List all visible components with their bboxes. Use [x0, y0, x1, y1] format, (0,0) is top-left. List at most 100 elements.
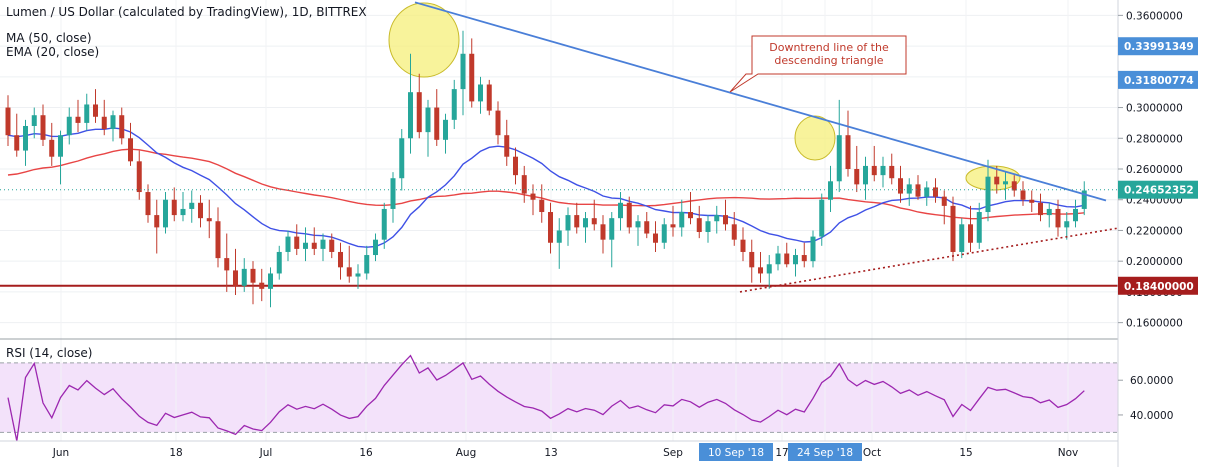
candle [548, 202, 553, 254]
candle-body [976, 212, 982, 243]
candle-body [1073, 208, 1078, 222]
rsi-layer [7, 354, 1085, 442]
candle [364, 245, 370, 280]
candle [49, 122, 55, 166]
candle-body [66, 116, 72, 136]
candle [154, 199, 160, 254]
time-axis-label: Aug [456, 447, 477, 459]
candle-body [871, 165, 877, 176]
candle-body [75, 116, 81, 123]
candle-body [320, 239, 326, 249]
time-axis-highlight [788, 443, 862, 461]
candle-body [250, 268, 256, 283]
candle-body [355, 273, 361, 277]
candle [136, 150, 142, 200]
candle-body [408, 92, 413, 139]
candle-body [434, 107, 440, 140]
candle-body [521, 175, 527, 194]
candle-body [390, 178, 396, 209]
candle [171, 187, 177, 222]
candle-body [731, 224, 737, 240]
candle-body [1064, 221, 1070, 228]
candle [626, 196, 632, 234]
candle [1055, 199, 1061, 237]
candle [863, 156, 868, 200]
time-axis-label: 24 Sep '18 [797, 447, 853, 459]
candle [565, 207, 571, 246]
candle-body [766, 264, 772, 274]
candle-body [180, 208, 186, 216]
candle [145, 184, 151, 223]
candle [661, 218, 667, 249]
candle [723, 199, 728, 231]
candle-body [845, 135, 851, 169]
candle-body [23, 125, 28, 151]
candle-body [58, 135, 63, 157]
candle-body [810, 236, 816, 262]
candle-body [618, 202, 623, 219]
candle [355, 264, 361, 289]
time-axis-label: 10 Sep '18 [708, 447, 764, 459]
candle [486, 79, 492, 116]
chart-title: Lumen / US Dollar (calculated by Trading… [6, 5, 367, 19]
candle-body [206, 218, 212, 222]
time-axis-label: 17 [775, 447, 788, 459]
rsi-tick-label: 40.0000 [1130, 410, 1173, 422]
candle [618, 192, 623, 231]
candle-body [84, 104, 90, 123]
candle-body [241, 268, 247, 286]
candle [828, 165, 833, 213]
candle-body [696, 218, 702, 232]
candle-body [259, 282, 265, 289]
candle-body [801, 255, 807, 262]
candle-body [329, 239, 335, 252]
candle-body [959, 224, 965, 252]
candle-body [670, 224, 676, 228]
price-tick-label: 0.2800000 [1126, 133, 1183, 145]
candle [128, 122, 133, 166]
rsi-band [0, 362, 1118, 433]
candle [758, 251, 763, 283]
candle [285, 230, 291, 262]
candle [959, 218, 965, 259]
candle-body [915, 184, 921, 197]
candle [1020, 181, 1026, 206]
candle [801, 242, 807, 268]
callout-line2: descending triangle [774, 54, 883, 67]
candle-body [311, 242, 317, 249]
candle [609, 212, 615, 268]
candle-body [994, 176, 1000, 185]
candle-body [5, 107, 11, 136]
candle-body [635, 221, 641, 228]
candle [915, 175, 921, 200]
candle-body [381, 208, 387, 240]
candle [101, 99, 107, 136]
candle-body [950, 205, 956, 252]
candle-body [189, 202, 195, 209]
candle-body [451, 89, 457, 120]
candle-body [679, 212, 685, 228]
candle [495, 101, 501, 145]
candle [880, 156, 886, 188]
candle-body [93, 104, 98, 117]
candle [810, 230, 816, 268]
ma-legend: MA (50, close) [6, 31, 92, 45]
candle-body [828, 181, 833, 200]
candle-body [294, 236, 300, 249]
rising-support-line [739, 227, 1118, 293]
axes: 0.16000000.18000000.20000000.22000000.24… [52, 10, 1198, 461]
candle-body [775, 253, 781, 265]
candle-body [110, 115, 116, 130]
candle-body [530, 193, 536, 200]
candle [163, 192, 168, 234]
candle [635, 215, 641, 246]
candle-body [285, 236, 291, 252]
candle-body [495, 110, 501, 136]
price-tick-label: 0.2600000 [1126, 164, 1183, 176]
candle [583, 212, 588, 243]
candle-body [1003, 181, 1008, 185]
candle-body [854, 169, 860, 185]
candle [294, 224, 300, 256]
